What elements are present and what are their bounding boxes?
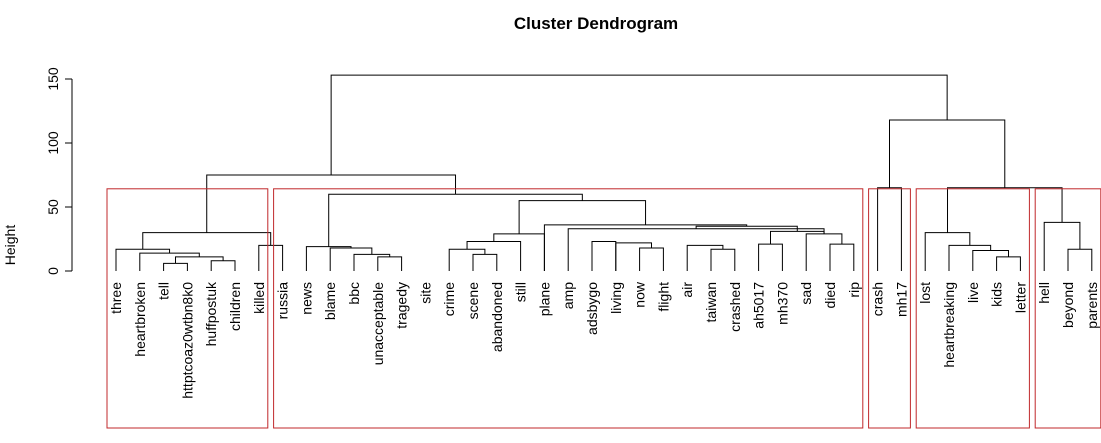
y-axis-label: Height	[2, 225, 18, 266]
dendrogram-branch	[924, 232, 971, 271]
dendrogram-branches	[115, 74, 1093, 271]
leaf-label: amp	[560, 282, 576, 309]
leaf-label: plane	[536, 282, 552, 316]
leaf-label: still	[513, 282, 529, 302]
dendrogram-branch	[206, 174, 457, 233]
cluster-rectangle	[273, 188, 864, 429]
dendrogram-branch	[330, 74, 948, 175]
leaf-label: heartbroken	[132, 282, 148, 357]
dendrogram-branch	[947, 187, 1063, 233]
leaf-label: parents	[1084, 282, 1100, 329]
dendrogram-branch	[948, 244, 992, 271]
leaf-label: hell	[1036, 282, 1052, 304]
cluster-rectangle	[106, 188, 269, 429]
leaf-label: mh17	[893, 282, 909, 317]
cluster-rectangles	[106, 188, 1101, 429]
leaf-label: flight	[655, 282, 671, 312]
dendrogram-branch	[770, 230, 825, 245]
leaf-label: living	[608, 282, 624, 314]
dendrogram-branch	[305, 246, 352, 271]
leaf-label: taiwan	[703, 282, 719, 322]
dendrogram-branch	[567, 228, 825, 271]
dendrogram-branch	[115, 248, 171, 271]
dendrogram-branch	[493, 233, 545, 271]
leaf-label: bbc	[346, 282, 362, 305]
leaf-label: live	[965, 282, 981, 303]
dendrogram-branch	[210, 260, 236, 271]
dendrogram-branch	[448, 248, 486, 271]
leaf-label: now	[632, 281, 648, 308]
dendrogram-branch	[258, 244, 284, 271]
dendrogram-branch	[163, 262, 188, 271]
cluster-rectangle	[868, 188, 911, 429]
dendrogram-branch	[877, 187, 902, 271]
leaf-label: beyond	[1060, 282, 1076, 328]
dendrogram-branch	[1067, 248, 1093, 271]
y-tick-label: 100	[45, 131, 61, 155]
dendrogram-branch	[972, 250, 1009, 271]
leaf-label: killed	[251, 282, 267, 314]
dendrogram-branch	[758, 243, 783, 271]
dendrogram-branch	[466, 241, 522, 271]
leaf-label: crashed	[727, 282, 743, 332]
leaf-label: crash	[870, 282, 886, 316]
leaf-label: tell	[156, 282, 172, 300]
dendrogram-branch	[1043, 221, 1081, 271]
leaf-label: httptcoaz0wtbn8k0	[179, 282, 195, 399]
dendrogram-branch	[889, 119, 1006, 188]
leaf-label: died	[822, 282, 838, 308]
leaf-label: russia	[275, 282, 291, 320]
leaf-labels: three heartbroken tell httptcoaz0wtbn8k0 huf…	[108, 281, 1100, 399]
leaf-label: letter	[1012, 282, 1028, 313]
y-axis: 0 50 100 150	[45, 67, 73, 275]
leaf-label: scene	[465, 282, 481, 320]
dendrogram-branch	[591, 241, 617, 271]
dendrogram-branch	[805, 233, 843, 271]
leaf-label: mh370	[774, 282, 790, 325]
leaf-label: kids	[989, 282, 1005, 307]
leaf-label: tragedy	[394, 282, 410, 329]
dendrogram-branch	[142, 232, 272, 250]
y-tick-label: 0	[45, 267, 61, 275]
leaf-label: lost	[917, 282, 933, 304]
leaf-label: ah5017	[751, 282, 767, 329]
leaf-label: three	[108, 282, 124, 314]
leaf-label: heartbreaking	[941, 282, 957, 368]
leaf-label: site	[417, 282, 433, 304]
dendrogram-branch	[996, 256, 1021, 271]
dendrogram-branch	[175, 256, 224, 264]
leaf-label: huffpostuk	[203, 281, 219, 346]
leaf-label: unacceptable	[370, 282, 386, 366]
leaf-label: rip	[846, 282, 862, 298]
leaf-label: sad	[798, 282, 814, 305]
leaf-label: news	[298, 282, 314, 315]
dendrogram-branch	[377, 256, 403, 271]
dendrogram-branch	[472, 253, 498, 271]
dendrogram-branch	[710, 248, 736, 271]
leaf-label: children	[227, 282, 243, 331]
dendrogram-branch	[686, 244, 724, 271]
leaf-label: blame	[322, 282, 338, 320]
leaf-label: crime	[441, 282, 457, 316]
dendrogram-branch	[329, 247, 373, 271]
leaf-label: adsbygo	[584, 282, 600, 335]
dendrogram-branch	[639, 247, 664, 271]
leaf-label: abandoned	[489, 282, 505, 352]
cluster-rectangle	[915, 188, 1030, 429]
y-tick-label: 150	[45, 67, 61, 91]
dendrogram-branch	[829, 243, 855, 271]
dendrogram-branch	[139, 252, 200, 271]
y-tick-label: 50	[45, 199, 61, 215]
leaf-label: air	[679, 282, 695, 298]
chart-title: Cluster Dendrogram	[514, 14, 678, 33]
dendrogram-branch	[615, 242, 652, 271]
